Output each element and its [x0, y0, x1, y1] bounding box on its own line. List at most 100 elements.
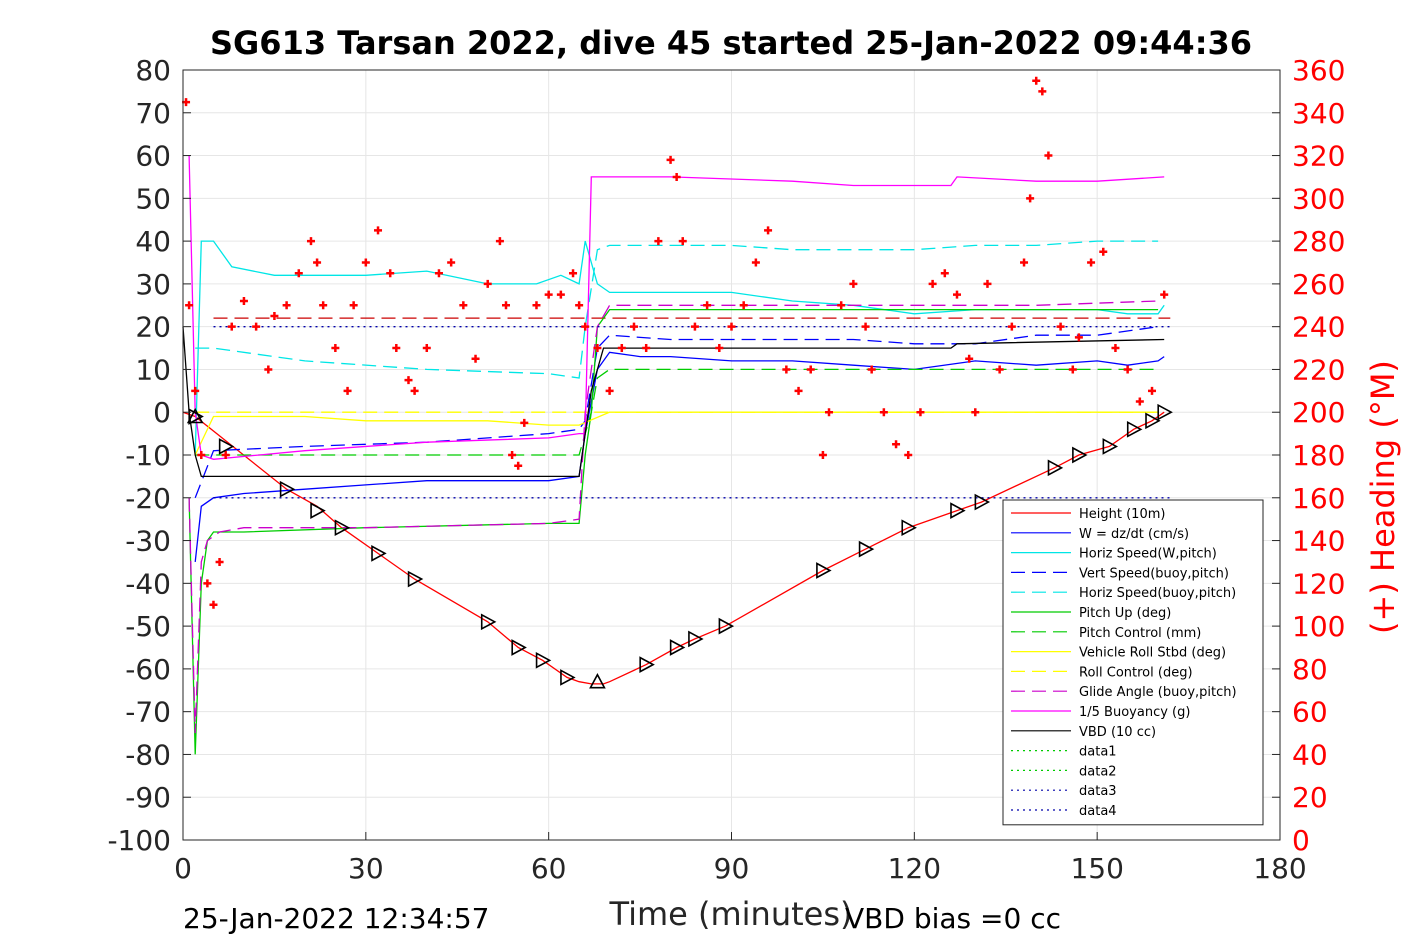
heading-point — [952, 290, 961, 299]
heading-point — [1032, 76, 1041, 85]
right-triangle-marker — [974, 493, 991, 511]
series-line-6 — [195, 368, 1159, 456]
heading-point — [879, 408, 888, 417]
series-line-3 — [194, 326, 1159, 499]
heading-point — [916, 408, 925, 417]
series-line-5 — [188, 308, 1159, 755]
heading-point — [197, 451, 206, 459]
x-tick-label: 60 — [531, 852, 567, 885]
right-tick-label: 220 — [1292, 353, 1345, 386]
heading-point — [751, 258, 760, 267]
heading-point — [556, 290, 565, 299]
heading-point — [532, 301, 541, 310]
heading-point — [581, 322, 590, 331]
right-triangle-marker — [511, 639, 527, 656]
left-tick-label: -70 — [125, 696, 171, 729]
heading-point — [904, 451, 913, 459]
heading-point — [965, 354, 974, 363]
left-tick-label: -80 — [125, 738, 171, 771]
heading-point — [313, 258, 322, 267]
right-tick-label: 20 — [1292, 781, 1328, 814]
heading-point — [1038, 87, 1047, 96]
right-triangle-marker — [560, 669, 576, 686]
heading-point — [861, 322, 870, 331]
right-triangle-marker — [334, 519, 351, 537]
series-line-1 — [194, 351, 1165, 562]
left-tick-label: 80 — [135, 54, 171, 87]
left-tick-label: -10 — [125, 439, 171, 472]
heading-point — [404, 376, 413, 385]
right-triangle-marker — [279, 480, 296, 498]
heading-point — [434, 269, 443, 278]
heading-point — [727, 322, 736, 331]
right-tick-label: 360 — [1292, 54, 1345, 87]
right-triangle-marker — [535, 651, 552, 669]
heading-point — [764, 226, 773, 235]
right-triangle-marker — [1126, 420, 1143, 438]
heading-point — [1148, 386, 1157, 395]
heading-point — [806, 365, 815, 374]
heading-point — [264, 365, 273, 374]
legend-label: W = dz/dt (cm/s) — [1079, 527, 1189, 542]
heading-point — [666, 155, 675, 164]
heading-point — [940, 269, 949, 278]
heading-point — [270, 311, 279, 320]
footer-vbd-bias: VBD bias =0 cc — [845, 902, 1061, 935]
right-triangle-marker — [310, 502, 326, 519]
left-tick-label: 60 — [135, 140, 171, 173]
heading-point — [361, 258, 370, 267]
legend-label: Vert Speed(buoy,pitch) — [1079, 566, 1229, 581]
heading-point — [422, 344, 431, 353]
heading-point — [703, 301, 712, 310]
x-tick-label: 150 — [1070, 852, 1123, 885]
series-line-9 — [188, 300, 1159, 734]
heading-point — [837, 301, 846, 310]
right-tick-label: 140 — [1292, 525, 1345, 558]
heading-point — [1099, 247, 1108, 256]
right-triangle-marker — [1047, 459, 1064, 477]
right-tick-label: 180 — [1292, 439, 1345, 472]
heading-point — [306, 237, 315, 246]
heading-point — [678, 237, 687, 246]
heading-point — [1044, 151, 1053, 160]
right-tick-label: 100 — [1292, 610, 1345, 643]
heading-point — [483, 279, 492, 288]
right-triangle-marker — [639, 656, 655, 673]
heading-point — [252, 322, 261, 331]
heading-point — [495, 237, 504, 246]
heading-point — [410, 386, 419, 395]
heading-point — [392, 344, 401, 353]
heading-point — [825, 408, 834, 417]
heading-point — [209, 600, 218, 609]
right-tick-label: 40 — [1292, 738, 1328, 771]
right-triangle-marker — [718, 617, 735, 635]
heading-point — [1074, 333, 1083, 342]
heading-point — [471, 354, 480, 363]
right-tick-label: 200 — [1292, 396, 1345, 429]
heading-point — [185, 301, 194, 310]
right-tick-label: 0 — [1292, 824, 1310, 857]
x-tick-label: 0 — [174, 852, 192, 885]
up-triangle-marker — [589, 673, 606, 689]
legend-label: Horiz Speed(buoy,pitch) — [1079, 586, 1236, 601]
heading-point — [629, 322, 638, 331]
heading-point — [642, 344, 651, 353]
right-tick-label: 120 — [1292, 567, 1345, 600]
right-tick-label: 160 — [1292, 482, 1345, 515]
right-triangle-marker — [1072, 446, 1088, 464]
right-axis-label: (+) Heading (°M) — [1364, 360, 1402, 634]
right-tick-label: 260 — [1292, 268, 1345, 301]
heading-point — [569, 269, 578, 278]
heading-point — [1160, 290, 1169, 299]
heading-point — [605, 386, 614, 395]
right-triangle-marker — [371, 545, 387, 562]
x-tick-label: 120 — [888, 852, 941, 885]
left-tick-label: 70 — [135, 97, 171, 130]
heading-point — [593, 344, 602, 353]
heading-point — [319, 301, 328, 310]
right-triangle-marker — [669, 639, 686, 656]
left-tick-label: -50 — [125, 610, 171, 643]
left-tick-label: -60 — [125, 653, 171, 686]
left-tick-label: -40 — [125, 567, 171, 600]
heading-point — [331, 344, 340, 353]
